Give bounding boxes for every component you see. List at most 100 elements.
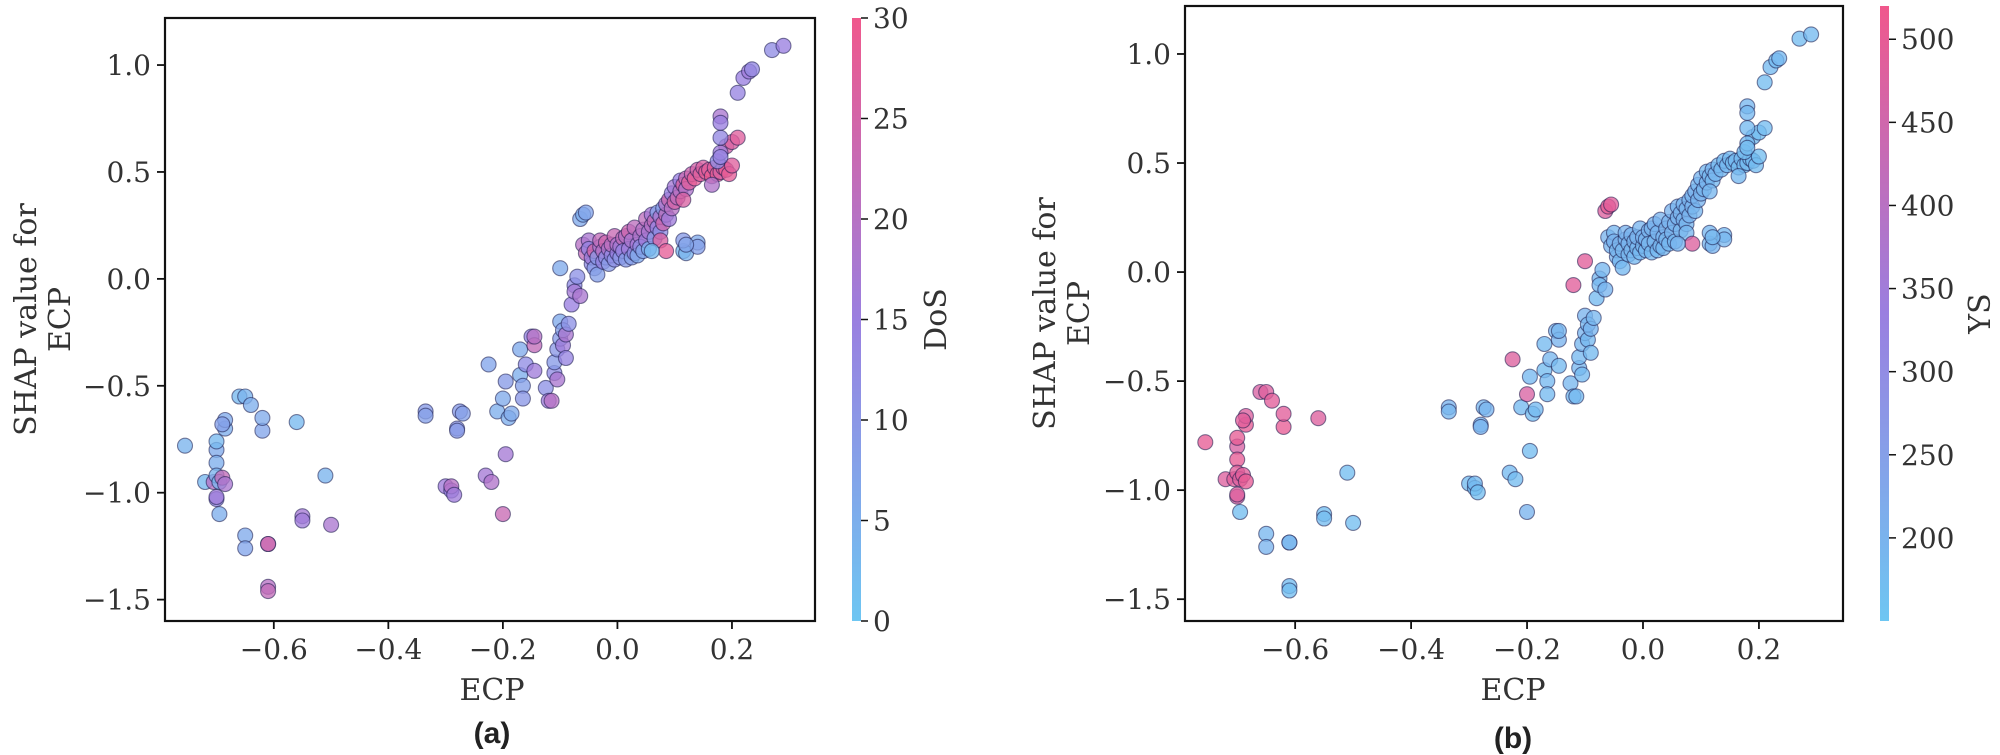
data-point (1701, 183, 1718, 200)
data-point (1739, 139, 1756, 156)
data-point (643, 243, 660, 260)
data-point (678, 236, 695, 253)
data-point (208, 433, 225, 450)
y-axis-label-line1: SHAP value for (1028, 197, 1063, 430)
scatter-points (1197, 26, 1820, 599)
data-point (494, 390, 511, 407)
colorbar (852, 18, 861, 621)
y-axis-label-line1: SHAP value for (9, 203, 44, 436)
data-point (323, 516, 340, 533)
data-point (775, 37, 792, 54)
colorbar-tick-label: 30 (873, 2, 909, 35)
data-point (1310, 410, 1327, 427)
y-tick-label: −1.5 (1103, 583, 1171, 616)
data-point (208, 488, 225, 506)
data-point (1603, 196, 1620, 213)
data-point (1281, 534, 1298, 551)
data-point (514, 390, 531, 407)
colorbar-label: DoS (919, 288, 954, 351)
chart-a: −0.6 −0.4 −0.2 0.0 0.2 −1.5 −1.0 −0.5 0.0 0.5 1.0 E… (9, 2, 954, 750)
x-tick-label: −0.6 (1261, 633, 1329, 666)
data-point (1550, 357, 1567, 374)
data-point (1469, 484, 1486, 501)
data-point (176, 437, 194, 454)
colorbar-tick-label: 5 (873, 505, 891, 538)
plot-frame (1183, 4, 1845, 623)
data-point (1582, 344, 1599, 361)
data-point (1518, 386, 1536, 403)
colorbar-tick-label: 20 (873, 203, 909, 236)
data-point (454, 405, 471, 422)
data-point (1594, 261, 1611, 278)
x-axis-label: ECP (459, 673, 524, 708)
data-point (1281, 582, 1298, 599)
x-tick-label: −0.2 (1493, 633, 1561, 666)
x-tick-label: −0.4 (354, 633, 422, 666)
y-tick-label: −1.0 (1103, 474, 1171, 507)
colorbar-label: YS (1963, 293, 1998, 334)
chart-b: −0.6 −0.4 −0.2 0.0 0.2 −1.5 −1.0 −0.5 0.0 0.5 1.0 E… (1028, 4, 1998, 755)
x-tick-label: 0.2 (1737, 633, 1782, 666)
data-point (1527, 401, 1544, 418)
data-point (254, 409, 271, 426)
data-point (288, 414, 305, 431)
data-point (1539, 386, 1556, 403)
data-point (503, 405, 520, 422)
x-tick-label: 0.0 (1621, 633, 1666, 666)
data-point (1229, 429, 1246, 446)
data-point (214, 416, 231, 433)
data-point (1275, 405, 1292, 422)
colorbar-tick-label: 300 (1901, 356, 1954, 389)
data-point (1232, 503, 1249, 521)
colorbar (1880, 6, 1889, 621)
data-point (497, 446, 514, 463)
data-point (1739, 120, 1756, 137)
data-point (211, 506, 228, 523)
data-point (1597, 281, 1614, 298)
data-point (260, 583, 277, 600)
panel-label: (a) (474, 717, 511, 750)
colorbar-tick-label: 200 (1901, 522, 1954, 555)
data-point (1756, 120, 1773, 137)
data-point (712, 114, 729, 131)
data-point (1574, 366, 1591, 383)
data-point (712, 129, 729, 146)
data-point (1669, 235, 1686, 252)
data-point (1507, 471, 1524, 488)
colorbar-tick-label: 15 (873, 304, 909, 337)
data-point (1750, 148, 1767, 165)
colorbar-tick-label: 10 (873, 404, 909, 437)
data-point (494, 506, 511, 523)
y-tick-label: −1.5 (83, 584, 151, 617)
colorbar-tick-label: 250 (1901, 439, 1954, 472)
data-point (242, 396, 259, 414)
data-point (1263, 392, 1281, 409)
data-point (1504, 351, 1521, 368)
y-tick-label: −0.5 (83, 370, 151, 403)
data-point (317, 467, 334, 484)
data-point (1472, 418, 1489, 435)
x-tick-label: 0.2 (710, 633, 755, 666)
data-point (449, 422, 466, 439)
data-point (1440, 403, 1457, 420)
data-point (446, 486, 463, 503)
data-point (557, 349, 574, 367)
colorbar-tick-label: 500 (1901, 23, 1954, 56)
y-tick-label: 1.0 (1126, 38, 1171, 71)
y-tick-label: 0.5 (106, 156, 151, 189)
data-point (526, 362, 543, 379)
data-point (260, 535, 277, 553)
data-point (1339, 464, 1356, 481)
y-axis-label-line2: ECP (43, 287, 78, 352)
data-point (1518, 503, 1536, 521)
data-point (1521, 368, 1538, 385)
data-point (1345, 514, 1362, 531)
data-point (1521, 442, 1538, 459)
y-tick-label: −0.5 (1103, 365, 1171, 398)
data-point (294, 512, 311, 529)
x-tick-label: −0.2 (469, 633, 537, 666)
data-point (1197, 434, 1214, 451)
x-axis-label: ECP (1480, 673, 1545, 708)
data-point (743, 61, 761, 78)
data-point (1568, 388, 1585, 405)
